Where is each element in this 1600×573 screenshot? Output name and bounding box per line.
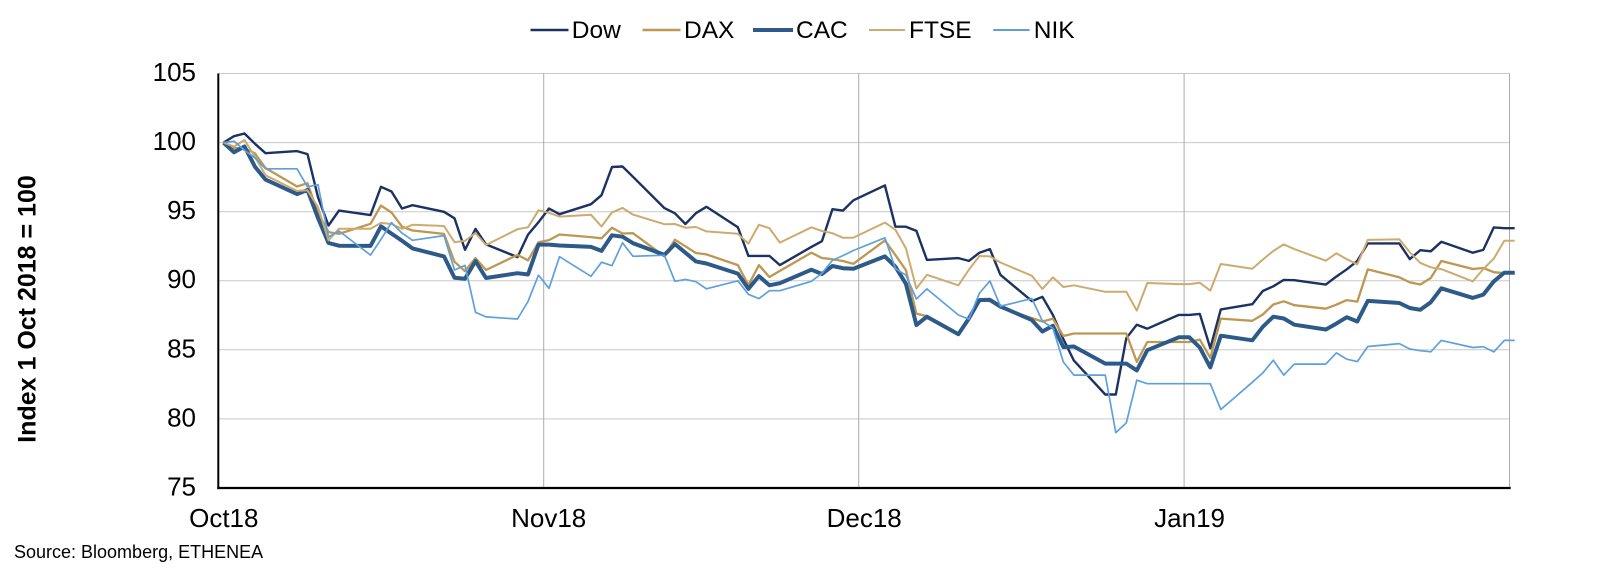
svg-text:Dec18: Dec18 — [827, 503, 902, 533]
svg-text:Jan19: Jan19 — [1154, 503, 1225, 533]
svg-text:Index 1 Oct 2018 = 100: Index 1 Oct 2018 = 100 — [13, 175, 41, 443]
svg-text:DAX: DAX — [684, 17, 734, 44]
svg-text:100: 100 — [153, 126, 196, 156]
svg-text:Oct18: Oct18 — [189, 503, 258, 533]
svg-text:Source: Bloomberg, ETHENEA: Source: Bloomberg, ETHENEA — [14, 542, 263, 562]
svg-text:95: 95 — [167, 195, 196, 225]
svg-text:90: 90 — [167, 264, 196, 294]
svg-text:CAC: CAC — [796, 17, 848, 44]
svg-text:FTSE: FTSE — [909, 17, 972, 44]
svg-text:NIK: NIK — [1034, 17, 1076, 44]
svg-text:105: 105 — [153, 57, 196, 87]
svg-text:80: 80 — [167, 402, 196, 432]
svg-text:75: 75 — [167, 472, 196, 502]
svg-text:Dow: Dow — [572, 17, 621, 44]
svg-text:85: 85 — [167, 333, 196, 363]
svg-text:Nov18: Nov18 — [511, 503, 586, 533]
